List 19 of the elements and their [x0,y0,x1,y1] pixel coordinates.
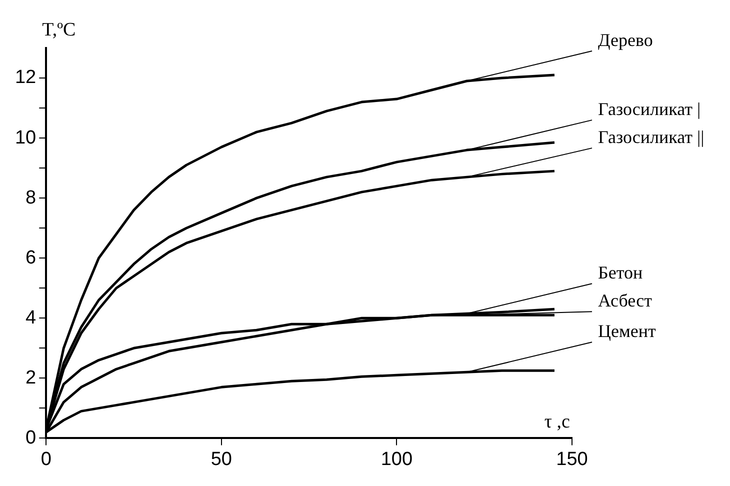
text: Дерево [598,30,653,50]
text: Газосиликат | [598,98,701,119]
y-tick-label: 2 [26,367,36,388]
x-axis-title: τ ,c [544,412,570,433]
text: Газосиликат || [598,126,704,147]
y-tick-label: 10 [14,127,36,148]
text: Цемент [598,320,656,341]
y-tick-label: 0 [26,427,36,448]
text: Асбест [598,290,652,310]
y-axis-title: T,ºC [42,19,76,40]
y-tick-label: 4 [26,307,37,328]
y-tick-label: 12 [14,67,36,88]
text: Бетон [598,262,643,282]
y-tick-label: 6 [26,247,36,268]
x-tick-label: 150 [556,448,588,470]
y-tick-label: 8 [26,187,36,208]
x-tick-label: 50 [210,448,232,470]
x-tick-label: 0 [40,448,52,470]
x-tick-label: 100 [380,448,413,470]
